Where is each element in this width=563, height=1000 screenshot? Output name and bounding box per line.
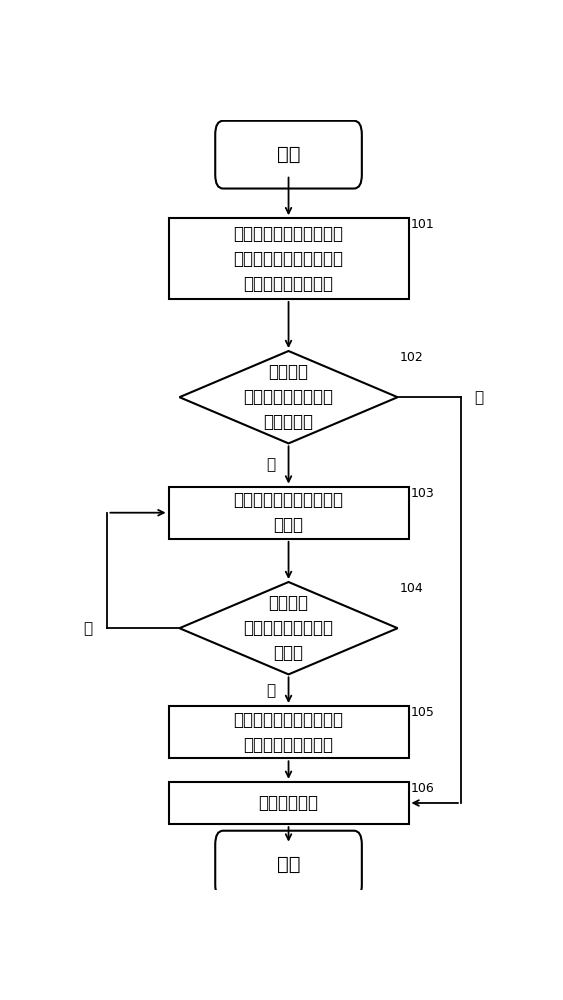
Text: 102: 102 [400,351,423,364]
Text: 处理器至少指示摄像头的
第一类硬件电路异常: 处理器至少指示摄像头的 第一类硬件电路异常 [234,711,343,754]
Text: 指示检测异常: 指示检测异常 [258,794,319,812]
Text: 处理器判
断生成的图片是否发
生异常: 处理器判 断生成的图片是否发 生异常 [244,594,333,662]
Text: 是: 是 [266,683,276,698]
Text: 结束: 结束 [277,855,300,874]
Text: 否: 否 [474,390,483,405]
FancyBboxPatch shape [215,121,362,189]
Text: 开始: 开始 [277,145,300,164]
Bar [168,487,409,539]
FancyBboxPatch shape [215,831,362,898]
Text: 101: 101 [411,218,435,231]
Text: 105: 105 [411,706,435,719]
Bar [168,706,409,758]
Bar [168,782,409,824]
Text: 104: 104 [400,582,423,595]
Polygon shape [180,351,397,443]
Text: 处理器根据接收的数据生
成图片: 处理器根据接收的数据生 成图片 [234,491,343,534]
Text: 106: 106 [411,782,435,795]
Text: 否: 否 [83,621,92,636]
Text: 103: 103 [411,487,435,500]
Text: 电路板上的处理器向带有
彩条图发生器的摄像头发
送获取彩条图的指令: 电路板上的处理器向带有 彩条图发生器的摄像头发 送获取彩条图的指令 [234,225,343,293]
Polygon shape [180,582,397,674]
Bar [168,218,409,299]
Text: 处理器判
断是否接收到摄像头
反馈的数据: 处理器判 断是否接收到摄像头 反馈的数据 [244,363,333,431]
Text: 是: 是 [266,457,276,472]
